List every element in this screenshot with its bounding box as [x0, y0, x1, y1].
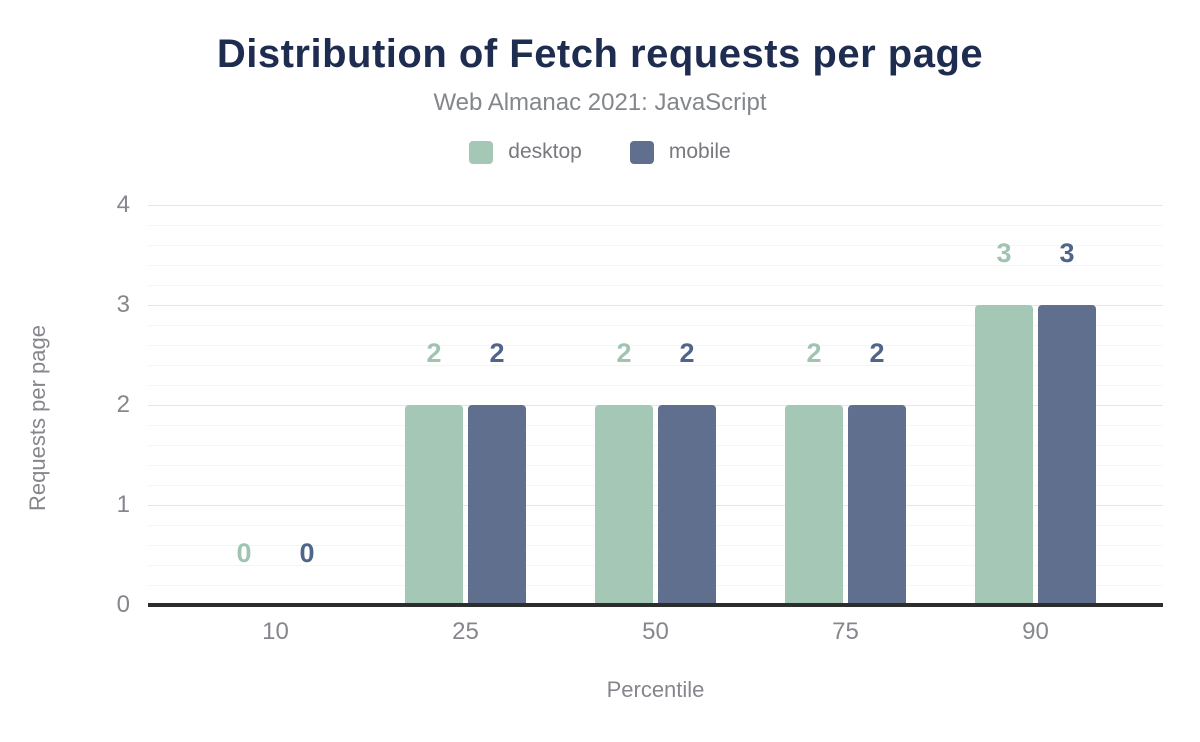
plot-area: Requests per page Percentile 0 1 2 3 4 10 0 0 25… — [25, 193, 1163, 702]
value-label-mobile-p90: 3 — [1059, 238, 1075, 268]
gridline-major — [148, 305, 1163, 306]
value-label-desktop-p50: 2 — [616, 338, 632, 368]
x-tick-label-75: 75 — [832, 618, 859, 645]
bar-mobile-p50 — [658, 405, 716, 605]
value-label-mobile-p75: 2 — [869, 338, 885, 368]
x-tick-label-50: 50 — [642, 618, 669, 645]
gridline-minor — [148, 585, 1163, 586]
legend-item-desktop: desktop — [469, 140, 582, 164]
chart-legend: desktop mobile — [0, 140, 1200, 164]
bar-mobile-p25 — [468, 405, 526, 605]
x-axis-title: Percentile — [606, 677, 705, 702]
y-tick-label-2: 2 — [116, 391, 130, 418]
gridline-minor — [148, 465, 1163, 466]
gridline-minor — [148, 325, 1163, 326]
x-tick-label-10: 10 — [262, 618, 289, 645]
legend-label-mobile: mobile — [668, 140, 731, 163]
x-tick-label-25: 25 — [452, 618, 479, 645]
y-tick-label-0: 0 — [116, 591, 130, 618]
value-label-mobile-p25: 2 — [489, 338, 505, 368]
x-axis-line — [148, 603, 1163, 607]
gridline-minor — [148, 225, 1163, 226]
value-label-mobile-p50: 2 — [679, 338, 695, 368]
value-label-desktop-p75: 2 — [806, 338, 822, 368]
gridline-minor — [148, 365, 1163, 366]
value-label-desktop-p25: 2 — [426, 338, 442, 368]
gridline-major — [148, 505, 1163, 506]
bar-desktop-p50 — [595, 405, 653, 605]
gridline-major — [148, 405, 1163, 406]
gridline-minor — [148, 525, 1163, 526]
gridline-minor — [148, 425, 1163, 426]
value-label-desktop-p10: 0 — [236, 538, 252, 568]
bar-desktop-p90 — [975, 305, 1033, 605]
y-tick-label-1: 1 — [116, 491, 130, 518]
gridline-minor — [148, 285, 1163, 286]
legend-swatch-mobile — [629, 140, 654, 164]
bar-mobile-p90 — [1038, 305, 1096, 605]
bar-mobile-p75 — [848, 405, 906, 605]
gridline-minor — [148, 265, 1163, 266]
legend-label-desktop: desktop — [508, 140, 582, 163]
gridline-minor — [148, 345, 1163, 346]
chart-title: Distribution of Fetch requests per page — [216, 32, 984, 76]
gridline-major — [148, 205, 1163, 206]
y-tick-label-3: 3 — [116, 291, 130, 318]
x-tick-label-90: 90 — [1022, 618, 1049, 645]
gridline-minor — [148, 485, 1163, 486]
value-label-mobile-p10: 0 — [299, 538, 315, 568]
chart-subtitle: Web Almanac 2021: JavaScript — [433, 89, 767, 116]
bar-desktop-p75 — [785, 405, 843, 605]
y-tick-label-4: 4 — [116, 191, 130, 218]
value-label-desktop-p90: 3 — [996, 238, 1012, 268]
gridline-minor — [148, 385, 1163, 386]
gridline-minor — [148, 545, 1163, 546]
gridline-minor — [148, 565, 1163, 566]
bar-desktop-p25 — [405, 405, 463, 605]
y-axis-title: Requests per page — [25, 325, 50, 511]
gridline-minor — [148, 245, 1163, 246]
legend-item-mobile: mobile — [629, 140, 731, 164]
gridline-minor — [148, 445, 1163, 446]
legend-swatch-desktop — [469, 140, 494, 164]
